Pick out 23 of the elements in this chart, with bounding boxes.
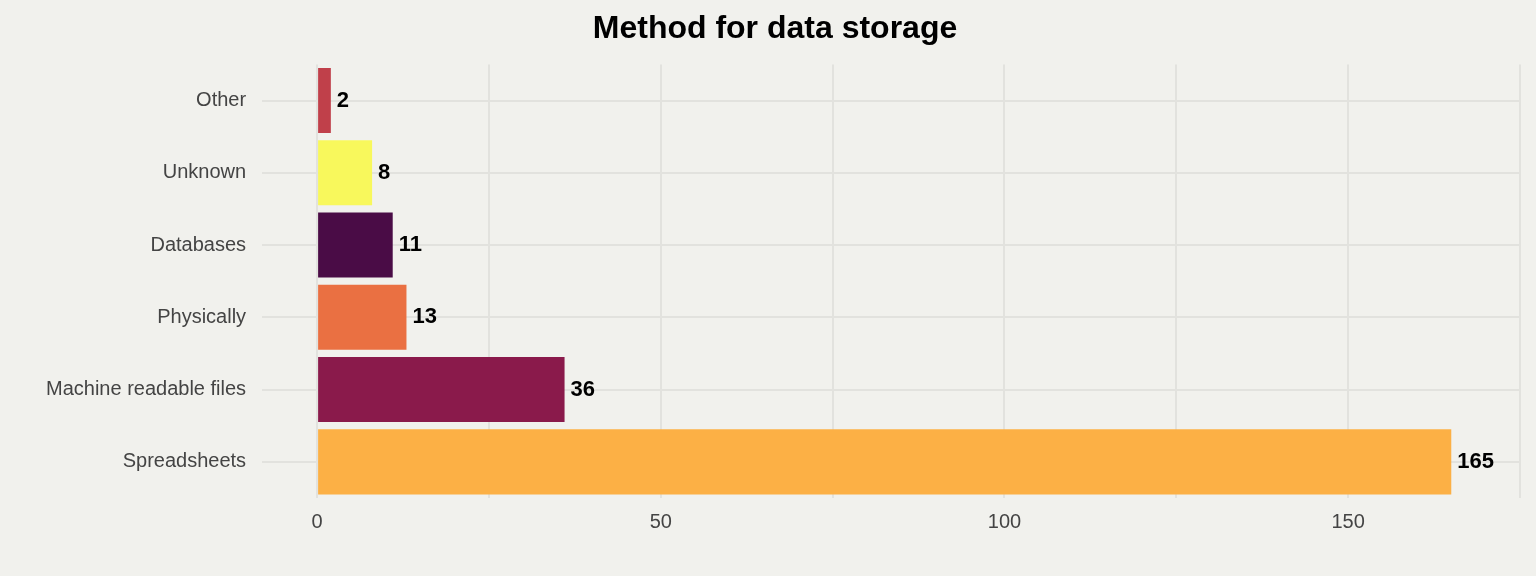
bar [318, 212, 393, 278]
chart-title: Method for data storage [592, 9, 958, 46]
data-label: 8 [378, 158, 391, 184]
data-label: 2 [336, 86, 350, 112]
data-label: 11 [398, 231, 422, 257]
y-tick-label: Unknown [162, 160, 247, 183]
data-label: 13 [412, 303, 437, 329]
x-tick-label: 50 [649, 509, 672, 532]
y-tick-label: Databases [150, 232, 247, 255]
bar [318, 140, 373, 206]
x-tick-label: 100 [987, 509, 1022, 532]
data-label: 36 [570, 375, 596, 401]
y-tick-label: Machine readable files [45, 377, 247, 400]
x-tick-label: 0 [311, 509, 323, 532]
y-tick-label: Other [196, 88, 247, 111]
bar [318, 357, 565, 423]
data-label: 165 [1457, 447, 1494, 473]
bar [318, 429, 1452, 495]
bar [318, 68, 331, 134]
x-tick-label: 150 [1331, 509, 1365, 532]
y-tick-label: Physically [157, 304, 247, 327]
y-tick-label: Spreadsheets [122, 449, 247, 472]
bar [318, 284, 407, 350]
